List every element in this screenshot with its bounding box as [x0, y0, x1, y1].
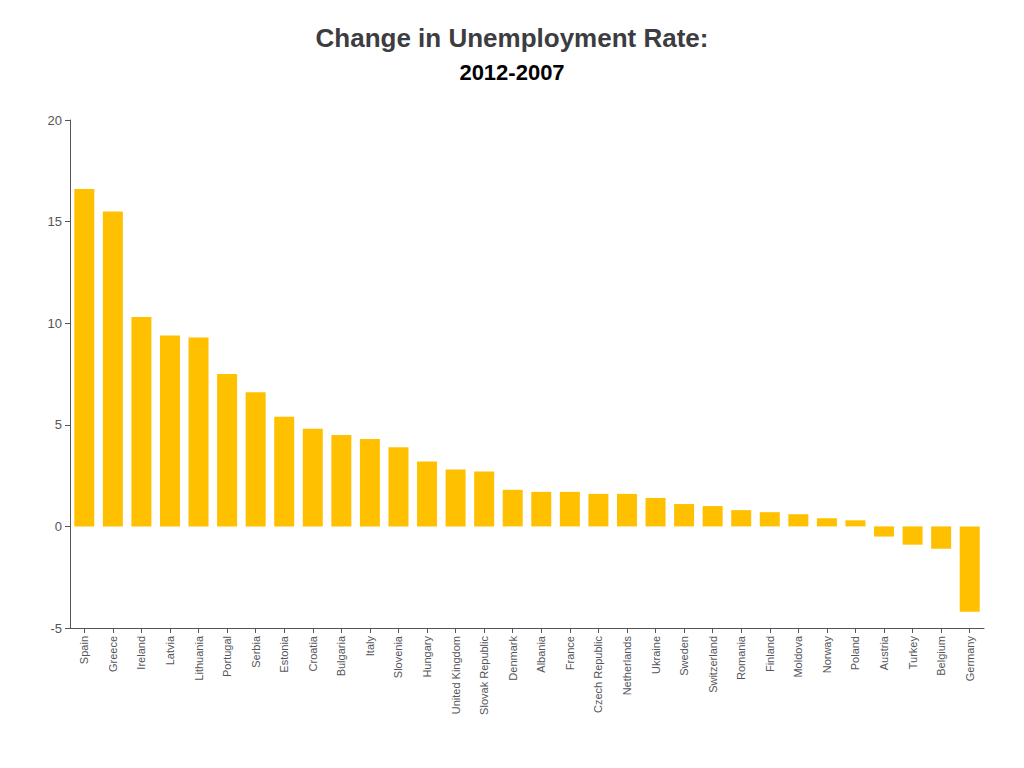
svg-text:Bulgaria: Bulgaria	[335, 635, 347, 676]
svg-text:United Kingdom: United Kingdom	[450, 636, 462, 714]
svg-text:Germany: Germany	[964, 636, 976, 682]
svg-text:5: 5	[55, 417, 62, 432]
svg-text:Belgium: Belgium	[935, 636, 947, 676]
svg-text:Greece: Greece	[107, 636, 119, 672]
svg-text:Serbia: Serbia	[250, 635, 262, 668]
svg-text:20: 20	[48, 113, 62, 128]
svg-text:2012-2007: 2012-2007	[459, 60, 564, 85]
svg-text:Change in Unemployment Rate:: Change in Unemployment Rate:	[316, 23, 709, 53]
svg-text:Croatia: Croatia	[307, 635, 319, 671]
svg-text:10: 10	[48, 316, 62, 331]
svg-text:Austria: Austria	[878, 635, 890, 670]
svg-text:Italy: Italy	[364, 636, 376, 657]
svg-text:Romania: Romania	[735, 635, 747, 680]
svg-text:Estonia: Estonia	[278, 635, 290, 673]
svg-text:Lithuania: Lithuania	[193, 635, 205, 681]
svg-text:Czech Republic: Czech Republic	[592, 636, 604, 714]
svg-text:Denmark: Denmark	[507, 636, 519, 681]
svg-text:Albania: Albania	[535, 635, 547, 673]
svg-text:Netherlands: Netherlands	[621, 636, 633, 696]
svg-text:Norway: Norway	[821, 636, 833, 674]
svg-text:Portugal: Portugal	[221, 636, 233, 677]
svg-text:Sweden: Sweden	[678, 636, 690, 676]
svg-text:Ukraine: Ukraine	[650, 636, 662, 674]
svg-text:Moldova: Moldova	[792, 635, 804, 677]
svg-text:France: France	[564, 636, 576, 670]
svg-text:Switzerland: Switzerland	[707, 636, 719, 693]
svg-text:Turkey: Turkey	[907, 636, 919, 670]
svg-text:Poland: Poland	[849, 636, 861, 670]
svg-text:Slovak Republic: Slovak Republic	[478, 636, 490, 715]
svg-text:Ireland: Ireland	[135, 636, 147, 670]
svg-text:Hungary: Hungary	[421, 636, 433, 678]
svg-text:15: 15	[48, 214, 62, 229]
svg-text:0: 0	[55, 519, 62, 534]
svg-text:Finland: Finland	[764, 636, 776, 672]
svg-text:Slovenia: Slovenia	[392, 635, 404, 678]
svg-text:Latvia: Latvia	[164, 635, 176, 665]
svg-text:Spain: Spain	[78, 636, 90, 664]
svg-text:-5: -5	[50, 621, 62, 636]
